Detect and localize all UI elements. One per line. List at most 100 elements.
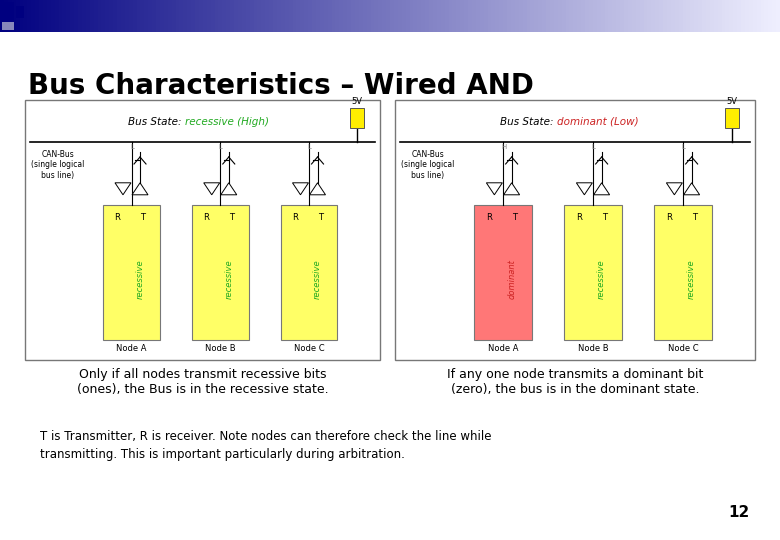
Text: L: L <box>130 144 134 150</box>
Bar <box>94 0 98 32</box>
Bar <box>690 0 695 32</box>
Bar <box>172 0 176 32</box>
Bar <box>136 0 141 32</box>
Text: transmitting. This is important particularly during arbitration.: transmitting. This is important particul… <box>40 448 405 461</box>
Bar <box>620 0 625 32</box>
Text: T: T <box>692 213 697 222</box>
Bar <box>335 0 340 32</box>
Bar <box>47 0 51 32</box>
Bar <box>394 0 399 32</box>
Text: CAN-Bus
(single logical
bus line): CAN-Bus (single logical bus line) <box>31 150 84 180</box>
Text: R: R <box>576 213 582 222</box>
Text: Node A: Node A <box>488 344 518 353</box>
Bar <box>484 0 488 32</box>
Bar <box>628 0 633 32</box>
Bar <box>554 0 558 32</box>
Bar <box>2 2 14 20</box>
Bar <box>398 0 402 32</box>
Bar <box>421 0 426 32</box>
Bar <box>604 0 609 32</box>
Bar <box>585 0 590 32</box>
Bar <box>82 0 87 32</box>
Bar <box>460 0 465 32</box>
Bar <box>550 0 555 32</box>
Text: 5V: 5V <box>352 97 363 106</box>
Bar <box>519 0 523 32</box>
Text: T: T <box>229 213 234 222</box>
Bar <box>4 0 9 32</box>
Bar <box>215 0 219 32</box>
Bar <box>265 0 270 32</box>
Bar <box>655 0 660 32</box>
Bar <box>714 0 718 32</box>
Text: R: R <box>665 213 672 222</box>
Bar <box>350 108 364 128</box>
Bar <box>406 0 410 32</box>
Bar <box>378 0 383 32</box>
Text: Node B: Node B <box>578 344 608 353</box>
Text: L: L <box>219 144 223 150</box>
Bar <box>160 0 165 32</box>
Bar <box>261 0 266 32</box>
Bar <box>103 205 160 340</box>
Bar <box>281 205 338 340</box>
Text: recessive: recessive <box>687 259 696 299</box>
Polygon shape <box>487 183 502 195</box>
Bar <box>558 0 562 32</box>
Bar <box>140 0 145 32</box>
Text: recessive: recessive <box>136 259 144 299</box>
Bar <box>374 0 379 32</box>
Bar <box>0 0 5 32</box>
Polygon shape <box>204 183 220 195</box>
Bar <box>772 0 777 32</box>
Text: Only if all nodes transmit recessive bits
(ones), the Bus is in the recessive st: Only if all nodes transmit recessive bit… <box>76 368 328 396</box>
Bar <box>156 0 161 32</box>
Text: Node C: Node C <box>668 344 698 353</box>
Bar <box>390 0 395 32</box>
Text: T: T <box>318 213 323 222</box>
Text: L: L <box>592 144 596 150</box>
Bar <box>488 0 492 32</box>
Text: Node B: Node B <box>205 344 236 353</box>
Bar <box>706 0 711 32</box>
Polygon shape <box>504 183 519 195</box>
Text: R: R <box>203 213 209 222</box>
Bar <box>441 0 445 32</box>
Bar <box>121 0 126 32</box>
Bar <box>66 0 71 32</box>
Bar <box>164 0 168 32</box>
Bar <box>58 0 63 32</box>
Bar <box>168 0 172 32</box>
Bar <box>285 0 289 32</box>
Bar <box>667 0 672 32</box>
Bar <box>199 0 204 32</box>
Bar <box>616 0 621 32</box>
Bar <box>624 0 629 32</box>
Bar <box>125 0 129 32</box>
Bar <box>417 0 422 32</box>
Bar <box>577 0 582 32</box>
Bar <box>2 22 14 30</box>
Text: T: T <box>512 213 517 222</box>
Bar <box>328 0 332 32</box>
Bar <box>308 0 313 32</box>
Bar <box>768 0 773 32</box>
Text: H: H <box>501 144 506 150</box>
Bar <box>472 0 477 32</box>
Bar <box>242 0 246 32</box>
Bar <box>776 0 780 32</box>
Bar <box>226 0 231 32</box>
Bar <box>363 0 367 32</box>
Bar <box>581 0 586 32</box>
Bar <box>90 0 94 32</box>
Text: R: R <box>486 213 491 222</box>
Bar <box>218 0 223 32</box>
Bar <box>203 0 207 32</box>
Bar <box>445 0 449 32</box>
Polygon shape <box>594 183 610 195</box>
Bar <box>589 0 594 32</box>
Bar <box>429 0 434 32</box>
Bar <box>179 0 184 32</box>
Bar <box>320 0 324 32</box>
Bar <box>507 0 512 32</box>
